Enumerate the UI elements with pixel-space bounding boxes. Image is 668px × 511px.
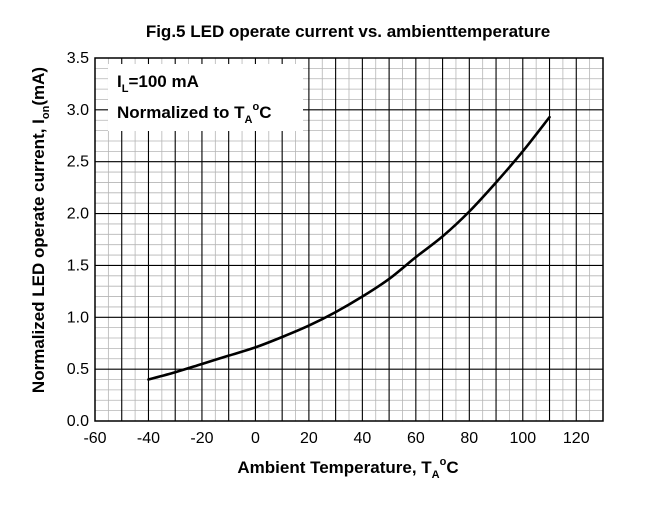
y-tick-label: 3.5: [67, 50, 89, 67]
x-tick-label: 40: [353, 430, 371, 447]
y-tick-label: 3.0: [67, 102, 89, 119]
x-tick-label: 0: [251, 430, 260, 447]
x-axis-label: Ambient Temperature, TAoC: [237, 456, 458, 481]
x-tick-label: 60: [407, 430, 425, 447]
y-tick-labels: 0.0 0.5 1.0 1.5 2.0 2.5 3.0 3.5: [67, 50, 89, 430]
x-tick-label: 20: [300, 430, 318, 447]
legend-normalization-label: Normalized to TAoC: [117, 101, 271, 126]
y-tick-label: 2.5: [67, 154, 89, 171]
x-tick-labels: -60 -40 -20 0 20 40 60 80 100 120: [83, 430, 589, 447]
x-tick-label: -20: [190, 430, 213, 447]
y-tick-label: 2.0: [67, 206, 89, 223]
series-line: [147, 115, 551, 381]
y-axis-label: Normalized LED operate current, Ion(mA): [29, 67, 52, 393]
x-tick-label: -40: [137, 430, 160, 447]
x-tick-label: 80: [460, 430, 478, 447]
plot-frame: [94, 57, 604, 422]
chart-title: Fig.5 LED operate current vs. ambienttem…: [146, 22, 550, 41]
x-tick-label: 100: [509, 430, 536, 447]
y-tick-label: 0.5: [67, 361, 89, 378]
x-tick-label: -60: [83, 430, 106, 447]
y-tick-label: 1.0: [67, 309, 89, 326]
legend: IL=100 mA Normalized to TAoC: [108, 64, 303, 131]
x-tick-label: 120: [563, 430, 590, 447]
series-group: [147, 115, 551, 381]
legend-box: [108, 64, 303, 131]
y-tick-label: 1.5: [67, 257, 89, 274]
legend-current-label: IL=100 mA: [117, 72, 199, 95]
y-tick-label: 0.0: [67, 413, 89, 430]
